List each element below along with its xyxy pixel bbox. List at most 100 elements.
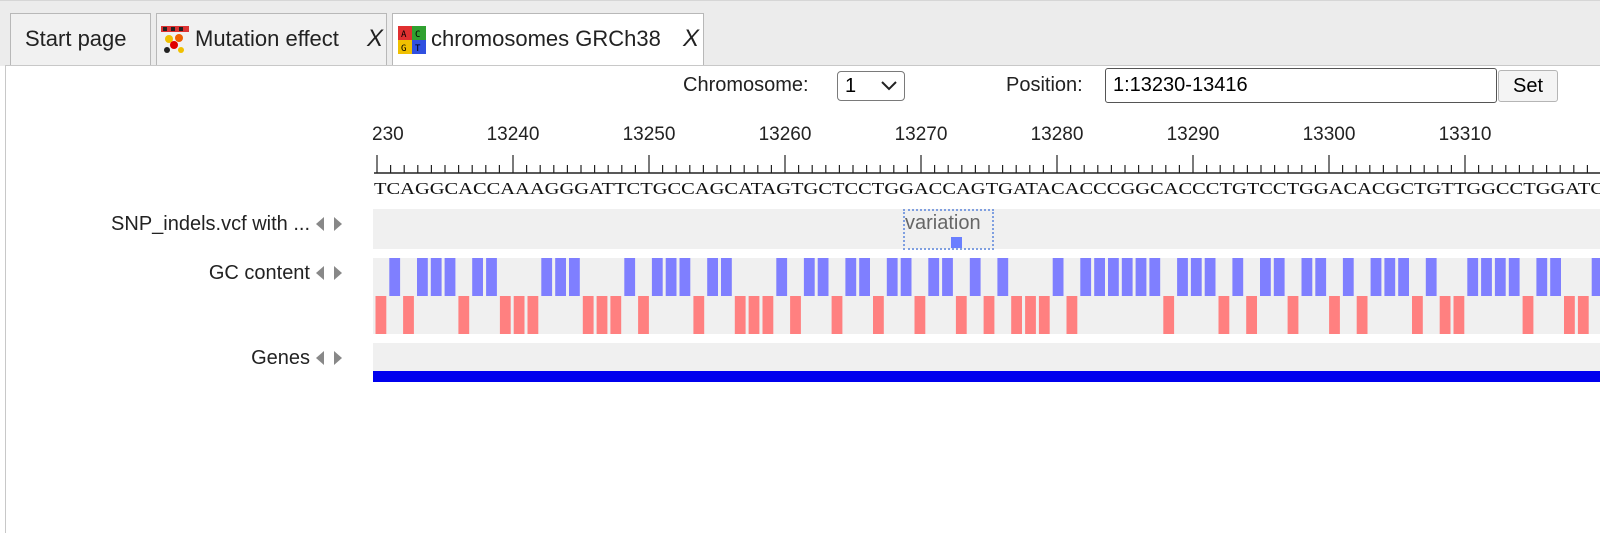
at-bar	[1066, 296, 1078, 334]
gc-bar	[1080, 258, 1092, 296]
at-bar	[831, 296, 843, 334]
at-bar	[582, 296, 594, 334]
gc-bar	[886, 258, 898, 296]
mutation-effect-icon	[161, 26, 189, 53]
at-bar	[1287, 296, 1299, 334]
variation-feature[interactable]	[903, 209, 994, 250]
position-input[interactable]: 1:13230-13416	[1105, 68, 1497, 103]
gc-bar	[1204, 258, 1216, 296]
genes-track-label: Genes	[251, 347, 310, 369]
gc-bar	[803, 258, 815, 296]
at-bar	[1329, 296, 1340, 334]
arrow-left-icon	[316, 351, 324, 365]
at-bar	[1356, 296, 1368, 334]
at-bar	[1453, 296, 1465, 334]
genes-track-arrows[interactable]	[314, 348, 344, 368]
gc-bar	[665, 258, 677, 296]
at-bar	[762, 296, 774, 334]
at-bar	[1577, 296, 1589, 334]
gc-bar	[679, 258, 691, 296]
gc-bar	[1536, 258, 1548, 296]
at-bar	[748, 296, 760, 334]
tab-mutation-effect-close-button[interactable]: X	[367, 25, 384, 52]
at-bar	[638, 296, 649, 334]
at-bar	[1218, 296, 1230, 334]
at-bar	[403, 296, 414, 334]
at-bar	[499, 296, 511, 334]
at-bar	[734, 296, 746, 334]
gc-bar	[486, 258, 497, 296]
gc-bar	[1550, 258, 1561, 296]
gc-bar	[776, 258, 788, 296]
arrow-left-icon	[316, 266, 324, 280]
gc-bar	[817, 258, 829, 296]
gc-bar	[928, 258, 940, 296]
gc-bar	[1591, 258, 1600, 296]
at-bar	[1412, 296, 1423, 334]
gc-bar	[569, 258, 580, 296]
gc-bar	[942, 258, 953, 296]
chevron-down-icon	[881, 81, 897, 91]
gc-bar	[430, 258, 442, 296]
ruler-tick-label: 13270	[895, 124, 948, 145]
at-bar	[610, 296, 622, 334]
at-bar	[1163, 296, 1175, 334]
at-bar	[955, 296, 967, 334]
position-label: Position:	[1006, 74, 1083, 96]
ruler-partial-label: 230	[372, 124, 404, 145]
variation-marker[interactable]	[951, 237, 962, 248]
at-bar	[596, 296, 608, 334]
tab-mutation-effect[interactable]: Mutation effect X	[156, 13, 387, 65]
chromosome-sequence-icon: A C G T	[398, 26, 426, 54]
arrow-right-icon	[334, 351, 342, 365]
chromosome-select-value: 1	[845, 75, 857, 97]
gc-bar	[417, 258, 428, 296]
gc-bar	[444, 258, 456, 296]
gc-bar	[1508, 258, 1520, 296]
tab-bar: Start page Mutation effect X A C G T chr…	[0, 0, 1600, 68]
svg-text:T: T	[415, 44, 421, 54]
gc-bar	[1481, 258, 1492, 296]
at-bar	[1246, 296, 1257, 334]
gc-bar	[1190, 258, 1202, 296]
gc-bar	[1301, 258, 1313, 296]
arrow-left-icon	[316, 217, 324, 231]
gc-bar	[541, 258, 553, 296]
at-bar	[1564, 296, 1575, 334]
snp-track-label: SNP_indels.vcf with ...	[111, 213, 310, 235]
tab-start-page[interactable]: Start page	[10, 13, 151, 65]
set-button[interactable]: Set	[1498, 70, 1558, 102]
gc-bar	[651, 258, 663, 296]
at-bar	[513, 296, 525, 334]
reference-sequence: TCAGGCACCAAAGGGATTCTGCCAGCATAGTGCTCCTGGA…	[374, 179, 1600, 198]
gc-bar	[1121, 258, 1133, 296]
snp-track	[373, 209, 1600, 249]
gc-bar	[1494, 258, 1506, 296]
gc-bar	[859, 258, 870, 296]
ruler-tick-label: 13260	[759, 124, 812, 145]
ruler-tick-label: 13240	[487, 124, 540, 145]
tab-chromosomes-close-button[interactable]: X	[683, 25, 700, 52]
gc-bar	[1260, 258, 1271, 296]
chromosome-select[interactable]: 1	[837, 71, 905, 101]
gc-bar	[969, 258, 981, 296]
gc-content-track-arrows[interactable]	[314, 263, 344, 283]
ruler-tick-label: 13250	[623, 124, 676, 145]
gc-bar	[555, 258, 566, 296]
at-bar	[375, 296, 387, 334]
ruler-tick-label: 13280	[1031, 124, 1084, 145]
gc-bar	[1398, 258, 1409, 296]
gc-bar	[1425, 258, 1437, 296]
gc-bar	[1135, 258, 1147, 296]
gc-bar	[624, 258, 636, 296]
variation-feature-label: variation	[905, 212, 981, 234]
gc-content-bars	[375, 258, 1600, 334]
tab-chromosomes[interactable]: A C G T chromosomes GRCh38 X	[392, 13, 704, 68]
at-bar	[527, 296, 539, 334]
snp-track-arrows[interactable]	[314, 214, 344, 234]
svg-text:C: C	[415, 30, 420, 40]
gene-feature[interactable]	[373, 371, 1600, 382]
gc-bar	[389, 258, 401, 296]
svg-text:A: A	[401, 30, 407, 40]
chromosome-label: Chromosome:	[683, 74, 809, 96]
